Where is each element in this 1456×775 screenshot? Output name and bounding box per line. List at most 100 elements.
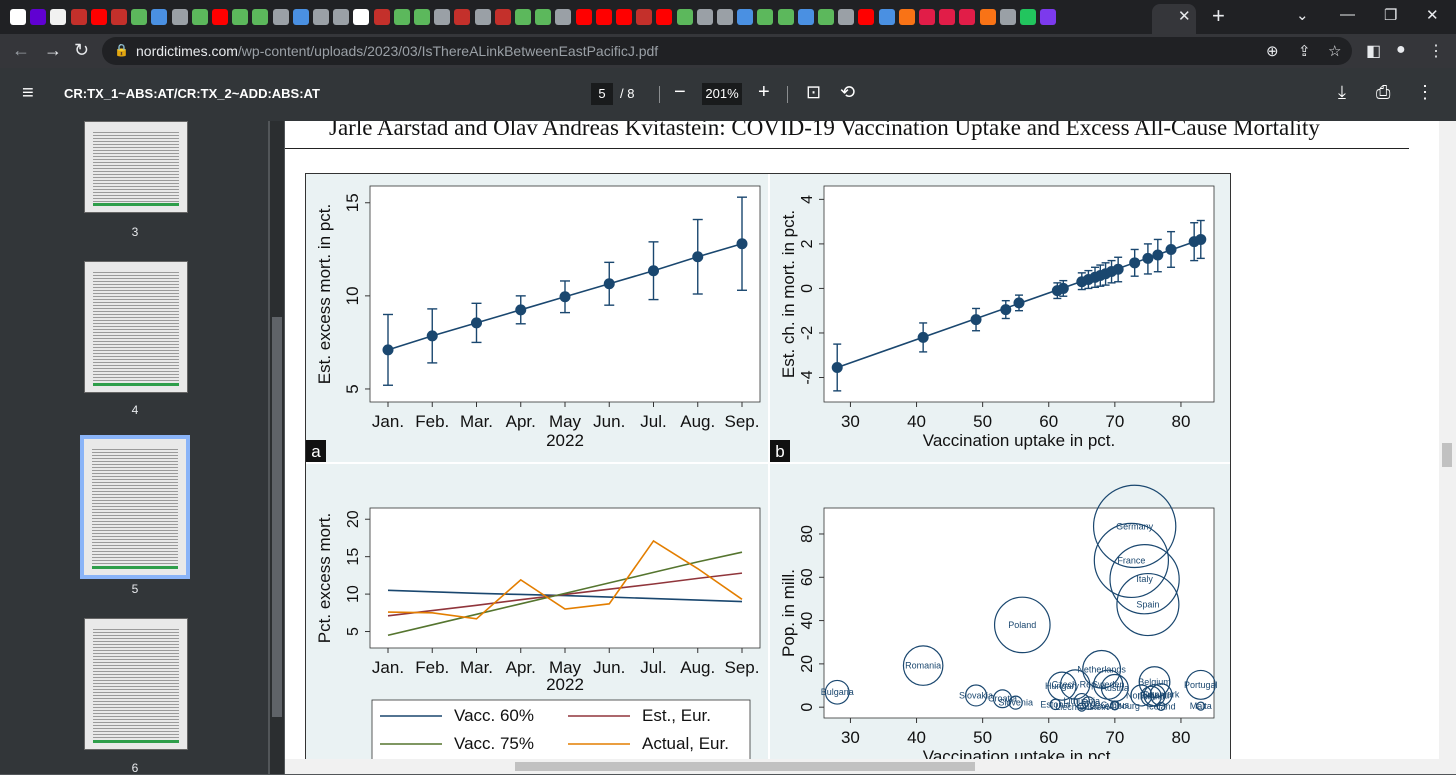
pdf-toolbar: ≡ CR:TX_1~ABS:AT/CR:TX_2~ADD:ABS:AT 5 / … bbox=[0, 68, 1456, 121]
thumbnail-sidebar: 3 4 5 6 bbox=[0, 121, 268, 775]
tab-favicon-icon[interactable] bbox=[535, 9, 552, 25]
address-bar[interactable]: 🔒 nordictimes.com/wp-content/uploads/202… bbox=[102, 37, 1352, 65]
lock-icon: 🔒 bbox=[114, 43, 129, 57]
page-thumbnail-3[interactable] bbox=[84, 121, 188, 213]
tab-favicon-icon[interactable] bbox=[636, 9, 653, 25]
tab-favicon-icon[interactable] bbox=[858, 9, 875, 25]
tab-favicon-icon[interactable] bbox=[555, 9, 572, 25]
download-icon[interactable]: ⤓ bbox=[1338, 82, 1346, 102]
tab-favicon-icon[interactable] bbox=[878, 9, 895, 25]
tab-favicon-icon[interactable] bbox=[30, 9, 47, 25]
pdf-page: n Jarle Aarstad and Olav Andreas Kvitast… bbox=[285, 121, 1439, 759]
page-number-input[interactable]: 5 bbox=[591, 83, 613, 105]
vertical-scroll-thumb[interactable] bbox=[1442, 443, 1452, 467]
tab-search-icon[interactable]: ⌄ bbox=[1296, 7, 1309, 24]
thumbnail-label: 6 bbox=[131, 761, 139, 775]
tab-favicon-icon[interactable] bbox=[696, 9, 713, 25]
close-window-icon[interactable]: ✕ bbox=[1426, 7, 1439, 24]
tab-favicon-icon[interactable] bbox=[252, 9, 269, 25]
tab-favicon-icon[interactable] bbox=[515, 9, 531, 25]
reload-icon[interactable]: ↻ bbox=[74, 40, 90, 60]
tab-favicon-icon[interactable] bbox=[111, 9, 127, 25]
tab-favicon-icon[interactable] bbox=[676, 9, 693, 25]
tab-favicon-icon[interactable] bbox=[737, 9, 754, 25]
zoom-lens-icon[interactable]: ⊕ bbox=[1266, 43, 1279, 60]
profile-avatar-icon[interactable]: ● bbox=[1396, 41, 1406, 58]
browser-menu-icon[interactable]: ⋮ bbox=[1428, 43, 1444, 60]
tab-favicon-icon[interactable] bbox=[838, 9, 855, 25]
pdf-more-icon[interactable]: ⋮ bbox=[1416, 82, 1434, 102]
zoom-input[interactable]: 201% bbox=[702, 83, 742, 105]
tab-favicon-icon[interactable] bbox=[212, 9, 228, 25]
tab-favicon-icon[interactable] bbox=[999, 9, 1016, 25]
tab-favicon-icon[interactable] bbox=[818, 9, 834, 25]
tab-favicon-icon[interactable] bbox=[575, 9, 592, 25]
tab-favicon-icon[interactable] bbox=[10, 9, 26, 25]
tab-favicon-icon[interactable] bbox=[50, 9, 67, 25]
tab-favicon-icon[interactable] bbox=[595, 9, 612, 25]
page-horizontal-scrollbar[interactable] bbox=[285, 759, 1456, 774]
tab-favicon-icon[interactable] bbox=[797, 9, 814, 25]
thumbnail-text bbox=[93, 629, 179, 739]
tab-favicon-icon[interactable] bbox=[919, 9, 935, 25]
tab-favicon-icon[interactable] bbox=[717, 9, 733, 25]
data-point bbox=[917, 331, 929, 343]
fit-page-icon[interactable]: ⊡ bbox=[806, 82, 822, 102]
thumbnail-label: 3 bbox=[131, 225, 139, 239]
tab-favicon-icon[interactable] bbox=[1020, 9, 1036, 25]
sidebar-scroll-thumb[interactable] bbox=[272, 317, 282, 717]
page-vertical-scrollbar[interactable] bbox=[1439, 121, 1456, 759]
tab-favicon-icon[interactable] bbox=[616, 9, 632, 25]
tab-favicon-icon[interactable] bbox=[777, 9, 794, 25]
tab-favicon-icon[interactable] bbox=[272, 9, 289, 25]
tab-favicon-icon[interactable] bbox=[939, 9, 956, 25]
side-panel-icon[interactable]: ◧ bbox=[1366, 43, 1382, 60]
horizontal-scroll-thumb[interactable] bbox=[515, 762, 975, 771]
data-point bbox=[471, 317, 482, 329]
close-tab-icon[interactable]: ✕ bbox=[1178, 8, 1191, 25]
tab-favicon-icon[interactable] bbox=[959, 9, 976, 25]
share-icon[interactable]: ⇪ bbox=[1298, 43, 1311, 60]
print-icon[interactable]: ⎙ bbox=[1376, 82, 1391, 102]
tab-favicon-icon[interactable] bbox=[454, 9, 471, 25]
bubble-label: Cyprus bbox=[1101, 700, 1130, 710]
tab-favicon-icon[interactable] bbox=[191, 9, 208, 25]
page-thumbnail-6[interactable] bbox=[84, 618, 188, 750]
tab-favicon-icon[interactable] bbox=[151, 9, 168, 25]
zoom-in-icon[interactable]: + bbox=[758, 81, 770, 103]
forward-icon[interactable]: → bbox=[44, 40, 62, 60]
tab-favicon-icon[interactable] bbox=[70, 9, 87, 25]
tab-favicon-icon[interactable] bbox=[434, 9, 451, 25]
tab-favicon-icon[interactable] bbox=[494, 9, 511, 25]
page-thumbnail-4[interactable] bbox=[84, 261, 188, 393]
tab-favicon-icon[interactable] bbox=[898, 9, 915, 25]
page-thumbnail-5[interactable] bbox=[80, 435, 190, 579]
new-tab-button[interactable]: + bbox=[1212, 3, 1225, 28]
tab-favicon-icon[interactable] bbox=[373, 9, 390, 25]
tab-favicon-icon[interactable] bbox=[171, 9, 188, 25]
tab-favicon-icon[interactable] bbox=[313, 9, 329, 25]
sidebar-scrollbar[interactable] bbox=[270, 121, 284, 774]
tab-favicon-icon[interactable] bbox=[90, 9, 107, 25]
minimize-icon[interactable]: — bbox=[1340, 6, 1355, 23]
tab-favicon-icon[interactable] bbox=[656, 9, 673, 25]
back-icon[interactable]: ← bbox=[12, 40, 30, 60]
bookmark-star-icon[interactable]: ☆ bbox=[1328, 43, 1342, 60]
tab-favicon-icon[interactable] bbox=[333, 9, 350, 25]
tab-favicon-icon[interactable] bbox=[232, 9, 249, 25]
sidebar-menu-icon[interactable]: ≡ bbox=[22, 82, 34, 104]
tab-favicon-icon[interactable] bbox=[131, 9, 148, 25]
tab-favicon-icon[interactable] bbox=[1040, 9, 1057, 25]
data-point bbox=[559, 291, 571, 303]
tab-favicon-icon[interactable] bbox=[353, 9, 370, 25]
rotate-icon[interactable]: ⟲ bbox=[840, 82, 856, 102]
tab-favicon-icon[interactable] bbox=[414, 9, 430, 25]
tab-favicon-icon[interactable] bbox=[979, 9, 996, 25]
tab-favicon-icon[interactable] bbox=[393, 9, 410, 25]
tab-favicon-icon[interactable] bbox=[757, 9, 774, 25]
tab-favicon-icon[interactable] bbox=[292, 9, 309, 25]
restore-icon[interactable]: ❐ bbox=[1384, 7, 1398, 24]
zoom-out-icon[interactable]: − bbox=[674, 81, 686, 103]
active-tab[interactable] bbox=[1152, 4, 1196, 34]
tab-favicon-icon[interactable] bbox=[474, 9, 491, 25]
